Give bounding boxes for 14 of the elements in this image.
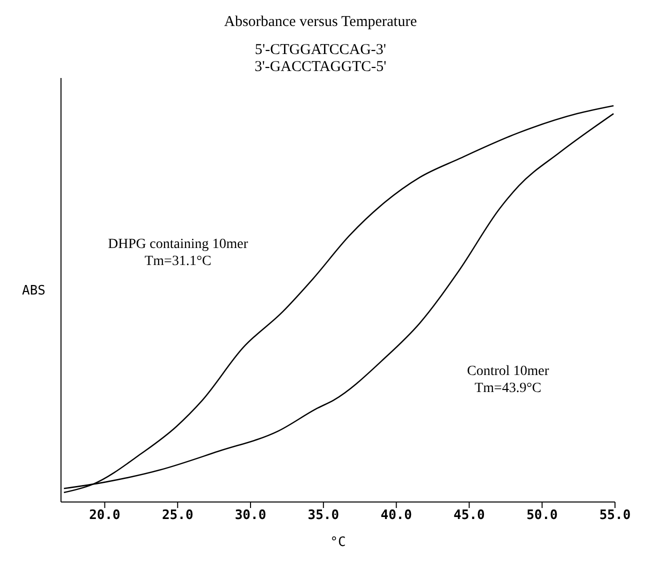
x-tick-label: 40.0 — [380, 508, 412, 524]
x-tick-label: 25.0 — [162, 508, 194, 524]
x-tick-label: 50.0 — [526, 508, 558, 524]
annotation: Control 10mer Tm=43.9°C — [466, 363, 550, 397]
x-tick-label: 35.0 — [308, 508, 340, 524]
y-axis-title: ABS — [22, 284, 46, 299]
x-tick-label: 20.0 — [89, 508, 121, 524]
chart-title: Absorbance versus Temperature — [223, 14, 418, 31]
x-tick-label: 45.0 — [454, 508, 486, 524]
x-tick-label: 30.0 — [234, 508, 266, 524]
annotation: DHPG containing 10mer Tm=31.1°C — [108, 236, 248, 270]
chart-subtitle: 5'-CTGGATCCAG-3' 3'-GACCTAGGTC-5' — [254, 42, 388, 76]
x-tick-label: 55.0 — [599, 508, 631, 524]
x-axis-title: °C — [330, 535, 346, 550]
